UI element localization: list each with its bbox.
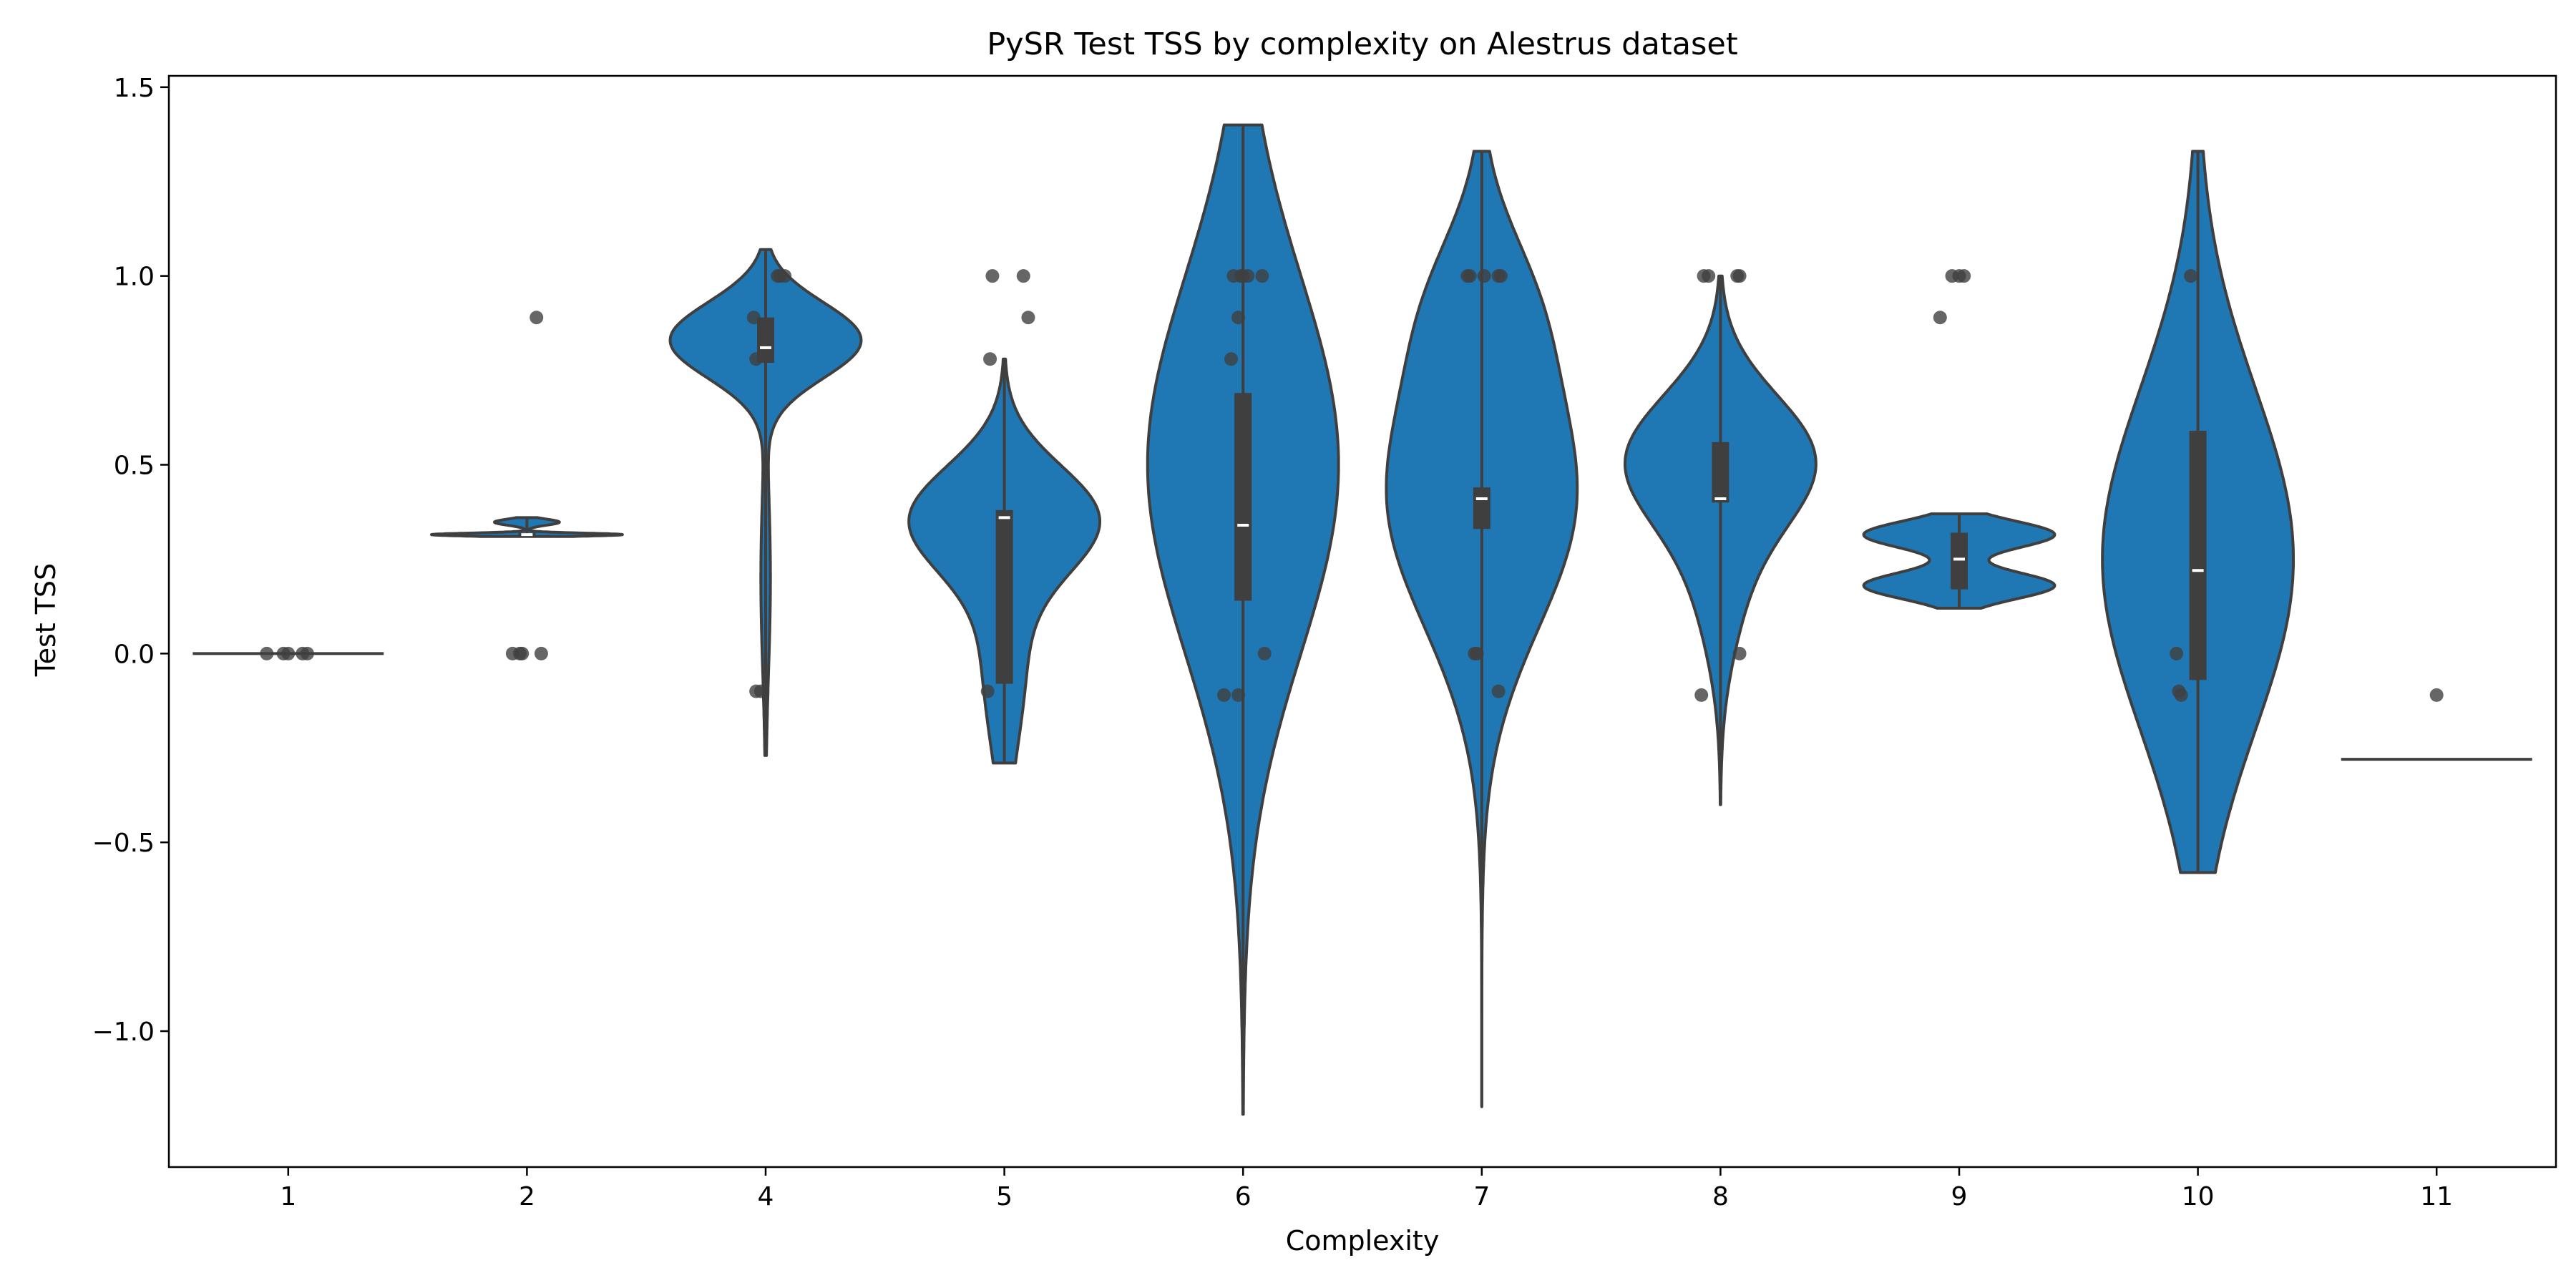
data-point-5-2: [1021, 311, 1035, 325]
data-point-1-2: [281, 646, 296, 660]
violin-6: [1146, 123, 1340, 1116]
data-point-6-4: [1255, 269, 1269, 283]
chart-title: PySR Test TSS by complexity on Alestrus …: [987, 26, 1738, 62]
y-tick-label-4: 1.0: [114, 263, 155, 292]
data-point-6-7: [1257, 646, 1272, 660]
data-point-8-3: [1732, 269, 1747, 283]
data-point-4-1: [749, 352, 763, 366]
data-point-5-3: [983, 352, 997, 366]
x-tick-label-6: 6: [1235, 1182, 1252, 1211]
violin-box-7: [1473, 487, 1491, 530]
violin-box-5: [995, 509, 1013, 684]
data-point-2-4: [534, 646, 548, 660]
data-point-2-0: [530, 311, 544, 325]
data-point-2-3: [515, 646, 530, 660]
violin-4: [668, 248, 863, 757]
violin-box-9: [1951, 532, 1968, 590]
data-point-6-5: [1231, 311, 1246, 325]
x-tick-label-8: 8: [1712, 1182, 1729, 1211]
data-point-7-1: [1463, 269, 1477, 283]
data-point-6-6: [1224, 352, 1239, 366]
data-point-6-3: [1241, 269, 1255, 283]
x-tick-label-5: 5: [996, 1182, 1013, 1211]
violin-box-10: [2189, 431, 2207, 680]
data-point-4-0: [746, 311, 761, 325]
data-point-10-3: [2174, 688, 2188, 702]
data-point-8-5: [1732, 646, 1747, 660]
data-point-10-0: [2184, 269, 2198, 283]
data-point-9-3: [1933, 311, 1947, 325]
x-tick-label-10: 10: [2182, 1182, 2215, 1211]
data-point-10-1: [2170, 646, 2184, 660]
y-tick-label-5: 1.5: [114, 74, 155, 103]
x-tick-label-11: 11: [2420, 1182, 2453, 1211]
x-tick-label-2: 2: [519, 1182, 535, 1211]
data-point-7-7: [1491, 684, 1506, 698]
data-point-4-6: [778, 269, 792, 283]
data-point-11-0: [2429, 688, 2444, 702]
x-tick-label-1: 1: [280, 1182, 296, 1211]
violin-10: [2101, 150, 2295, 874]
data-point-1-4: [300, 646, 314, 660]
violin-box-6: [1234, 393, 1252, 601]
data-point-1-0: [260, 646, 274, 660]
data-point-5-4: [980, 684, 995, 698]
y-axis-label: Test TSS: [30, 563, 62, 677]
data-point-5-0: [985, 269, 1000, 283]
violin-9: [1862, 512, 2057, 610]
data-point-5-1: [1016, 269, 1030, 283]
x-axis-label: Complexity: [1286, 1225, 1440, 1257]
data-point-8-4: [1694, 688, 1709, 702]
y-tick-label-1: −0.5: [92, 829, 155, 858]
x-tick-label-7: 7: [1473, 1182, 1490, 1211]
axes-frame: [167, 74, 2557, 1169]
axes: −1.0 −0.5 0.0 0.5 1.0 1.5 1 2 4 5 6 7 8 9 10 11: [92, 74, 2454, 1211]
violin-5: [907, 357, 1101, 765]
data-point-7-4: [1493, 269, 1508, 283]
y-tick-label-2: 0.0: [114, 640, 155, 669]
x-tick-label-4: 4: [758, 1182, 774, 1211]
data-point-7-2: [1477, 269, 1491, 283]
violin-2: [430, 516, 624, 538]
x-tick-label-9: 9: [1951, 1182, 1968, 1211]
plot-area: [192, 123, 2532, 1116]
data-point-4-3: [753, 684, 768, 698]
y-tick-label-0: −1.0: [92, 1018, 155, 1047]
data-point-8-1: [1702, 269, 1716, 283]
data-point-7-6: [1470, 646, 1484, 660]
data-point-9-2: [1957, 269, 1971, 283]
data-point-6-8: [1217, 688, 1231, 702]
y-tick-label-3: 0.5: [114, 452, 155, 481]
violin-7: [1385, 150, 1579, 1108]
violin-8: [1624, 274, 1818, 806]
data-point-6-9: [1231, 688, 1246, 702]
violin-box-8: [1712, 441, 1729, 503]
